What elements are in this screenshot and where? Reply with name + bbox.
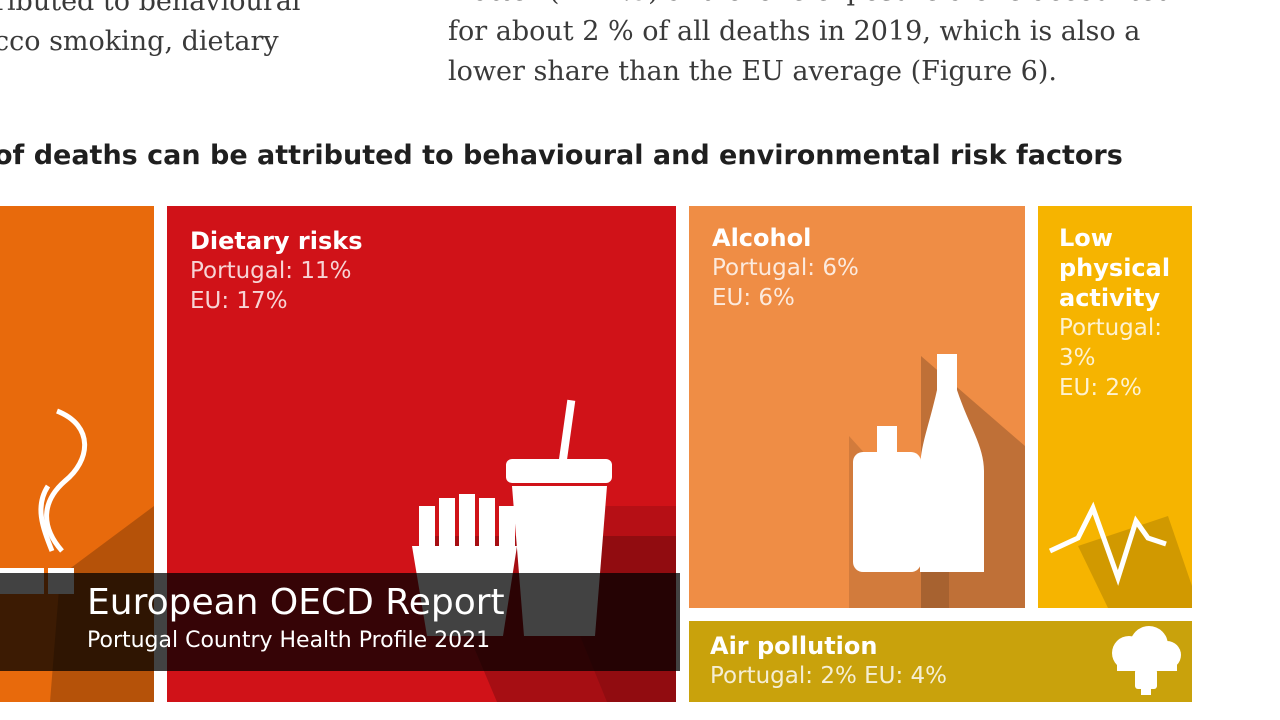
overlay-title: European OECD Report — [87, 582, 505, 623]
text-line: lower share than the EU average (Figure … — [448, 56, 1057, 87]
dietary-portugal-value: Portugal: 11% — [190, 258, 352, 284]
heartbeat-icon — [1048, 501, 1192, 608]
text-line: cco smoking, dietary — [0, 26, 279, 57]
text-line: ributed to behavioural — [0, 0, 301, 17]
activity-portugal-value: Portugal: 3% — [1059, 315, 1163, 371]
activity-title: Low physical activity — [1059, 224, 1171, 312]
cloud-thumbs-down-icon — [1112, 626, 1181, 695]
overlay-subtitle: Portugal Country Health Profile 2021 — [87, 628, 491, 653]
risk-tile-physical-activity: Low physical activity Portugal: 3% EU: 2… — [1038, 206, 1192, 608]
text-line: matter (PM2.5) and ozone exposure alone … — [448, 0, 1173, 12]
report-text-left-column: ributed to behavioural cco smoking, diet… — [0, 0, 301, 62]
dietary-eu-value: EU: 17% — [190, 288, 288, 314]
activity-eu-value: EU: 2% — [1059, 375, 1142, 401]
caption-overlay — [0, 573, 680, 671]
report-text-right-column: matter (PM2.5) and ozone exposure alone … — [448, 0, 1173, 92]
text-line: for about 2 % of all deaths in 2019, whi… — [448, 16, 1141, 47]
bottles-icon — [849, 354, 1025, 608]
dietary-text: Dietary risks Portugal: 11% EU: 17% — [190, 226, 363, 316]
activity-text: Low physical activity Portugal: 3% EU: 2… — [1059, 223, 1170, 403]
air-text: Air pollution Portugal: 2% EU: 4% — [710, 631, 947, 691]
air-values: Portugal: 2% EU: 4% — [710, 663, 948, 689]
risk-tile-air-pollution: Air pollution Portugal: 2% EU: 4% — [689, 621, 1192, 702]
risk-tile-alcohol: Alcohol Portugal: 6% EU: 6% — [689, 206, 1025, 608]
dietary-title: Dietary risks — [190, 227, 363, 255]
alcohol-eu-value: EU: 6% — [712, 285, 795, 311]
alcohol-title: Alcohol — [712, 224, 812, 252]
air-title: Air pollution — [710, 632, 878, 660]
alcohol-text: Alcohol Portugal: 6% EU: 6% — [712, 223, 859, 313]
figure-title: of deaths can be attributed to behaviour… — [0, 140, 1123, 171]
alcohol-portugal-value: Portugal: 6% — [712, 255, 859, 281]
